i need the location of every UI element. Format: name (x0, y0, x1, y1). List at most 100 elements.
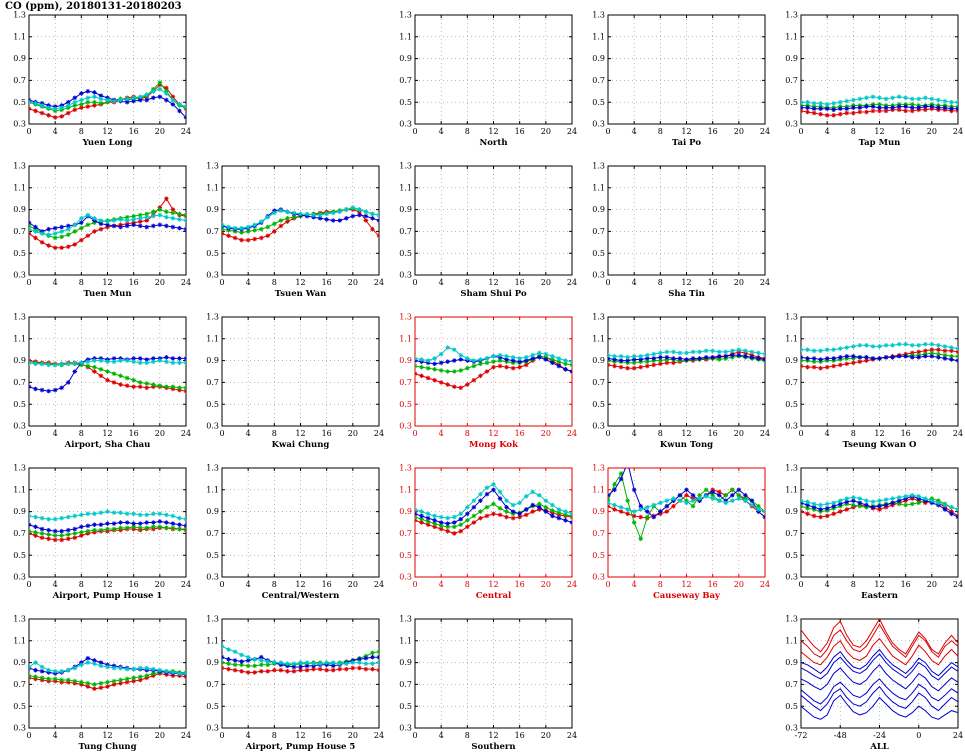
y-tick-label: 1.3 (206, 162, 219, 171)
subplot-sha-tin: 0.3 0.5 0.7 0.9 1.1 1.3 0 4 8 12 16 20 24 Sha Tin (579, 151, 772, 302)
x-tick-label: 8 (465, 731, 470, 740)
series-markers-blue-2 (415, 487, 572, 526)
y-tick-label: 0.7 (592, 529, 605, 538)
y-tick-label: 0.7 (592, 76, 605, 85)
series-markers-cyan-3 (801, 94, 958, 107)
y-tick-label: 0.3 (13, 573, 26, 582)
y-tick-label: 1.3 (399, 11, 412, 20)
y-tick-label: 0.3 (13, 422, 26, 431)
series-line-blue-5 (801, 685, 958, 712)
series-line-red-8 (801, 619, 958, 655)
y-tick-label: 0.7 (13, 680, 26, 689)
x-tick-label: 20 (155, 127, 165, 136)
chart-svg-southern: 0.3 0.5 0.7 0.9 1.1 1.3 0 4 8 12 16 20 24 Southern (399, 615, 577, 752)
series-markers-green-1 (608, 471, 765, 542)
x-tick-label: -72 (795, 731, 808, 740)
x-tick-label: 16 (708, 278, 718, 287)
x-tick-label: 12 (295, 731, 305, 740)
y-tick-label: 0.5 (399, 249, 412, 258)
x-tick-label: 16 (129, 731, 139, 740)
chart-svg-airport_pump_house_5: 0.3 0.5 0.7 0.9 1.1 1.3 0 4 8 12 16 20 24 Airport, Pu… (206, 615, 384, 752)
series-line-green-1 (29, 362, 186, 389)
y-tick-label: 0.3 (399, 724, 412, 733)
y-tick-label: 1.3 (785, 615, 798, 624)
x-tick-label: 12 (488, 731, 498, 740)
subplot-tseung-kwan-o: 0.3 0.5 0.7 0.9 1.1 1.3 0 4 8 12 16 20 24 Tseung Kwan… (772, 302, 965, 453)
x-tick-label: 8 (79, 278, 84, 287)
y-tick-label: 0.9 (592, 507, 605, 516)
y-tick-label: 0.3 (592, 422, 605, 431)
subplot-title: Tseung Kwan O (843, 440, 917, 450)
y-tick-label: 0.7 (785, 680, 798, 689)
y-tick-label: 0.5 (592, 249, 605, 258)
x-tick-label: 8 (851, 127, 856, 136)
subplot-airport-pump-house-5: 0.3 0.5 0.7 0.9 1.1 1.3 0 4 8 12 16 20 24 Airport, Pu… (193, 604, 386, 755)
subplot-kwai-chung: 0.3 0.5 0.7 0.9 1.1 1.3 0 4 8 12 16 20 24 Kwai Chung (193, 302, 386, 453)
x-tick-label: 12 (874, 580, 884, 589)
x-tick-label: 12 (681, 429, 691, 438)
x-tick-label: 4 (246, 580, 251, 589)
y-tick-label: 1.3 (13, 162, 26, 171)
x-tick-label: 16 (129, 278, 139, 287)
y-tick-label: 1.1 (13, 636, 26, 645)
y-tick-label: 0.5 (399, 98, 412, 107)
series-group (222, 643, 379, 675)
series-markers-cyan-3 (222, 643, 379, 666)
x-tick-label: 16 (515, 429, 525, 438)
chart-svg-yuen_long: 0.3 0.5 0.7 0.9 1.1 1.3 0 4 8 12 16 20 24 Yuen Long (13, 11, 191, 148)
y-tick-label: 1.3 (592, 313, 605, 322)
x-tick-label: 20 (541, 278, 551, 287)
y-tick-label: 1.1 (785, 334, 798, 343)
y-tick-label: 1.1 (785, 485, 798, 494)
x-tick-label: 8 (465, 278, 470, 287)
series-markers-cyan-3 (29, 358, 186, 368)
y-tick-label: 0.7 (13, 227, 26, 236)
x-tick-label: 4 (53, 731, 58, 740)
subplot-southern: 0.3 0.5 0.7 0.9 1.1 1.3 0 4 8 12 16 20 24 Southern (386, 604, 579, 755)
y-tick-label: 1.3 (399, 313, 412, 322)
y-tick-label: 0.9 (13, 54, 26, 63)
x-tick-label: 4 (825, 127, 830, 136)
x-tick-label: 16 (129, 429, 139, 438)
subplot-tap-mun: 0.3 0.5 0.7 0.9 1.1 1.3 0 4 8 12 16 20 24 Tap Mun (772, 0, 965, 151)
y-tick-label: 0.3 (13, 120, 26, 129)
x-tick-label: 12 (295, 429, 305, 438)
y-tick-label: 1.1 (13, 485, 26, 494)
gridlines (221, 467, 380, 578)
series-markers-cyan-3 (29, 660, 186, 676)
x-tick-label: 8 (851, 429, 856, 438)
subplot-title: Tuen Mun (83, 289, 131, 299)
y-tick-label: 0.5 (785, 98, 798, 107)
x-tick-label: 24 (374, 278, 384, 287)
x-tick-label: 24 (760, 127, 770, 136)
gridlines (607, 316, 766, 427)
series-group (801, 94, 958, 118)
subplot-tsuen-wan: 0.3 0.5 0.7 0.9 1.1 1.3 0 4 8 12 16 20 24 Tsuen Wan (193, 151, 386, 302)
x-tick-label: 12 (102, 127, 112, 136)
y-tick-label: 0.9 (399, 507, 412, 516)
x-tick-label: 16 (708, 127, 718, 136)
x-tick-label: 20 (348, 278, 358, 287)
y-tick-label: 1.3 (206, 615, 219, 624)
series-group (29, 196, 186, 251)
y-tick-label: 0.7 (399, 227, 412, 236)
gridlines (800, 316, 959, 427)
x-tick-label: 24 (567, 580, 577, 589)
y-tick-label: 1.3 (13, 11, 26, 20)
subplot-eastern: 0.3 0.5 0.7 0.9 1.1 1.3 0 4 8 12 16 20 24 Eastern (772, 453, 965, 604)
subplot-central: 0.3 0.5 0.7 0.9 1.1 1.3 0 4 8 12 16 20 24 Central (386, 453, 579, 604)
series-group (801, 492, 958, 520)
subplot-airport-pump-house-1: 0.3 0.5 0.7 0.9 1.1 1.3 0 4 8 12 16 20 24 Airport, Pu… (0, 453, 193, 604)
x-tick-label: -48 (834, 731, 847, 740)
chart-svg-tsuen_wan: 0.3 0.5 0.7 0.9 1.1 1.3 0 4 8 12 16 20 24 Tsuen Wan (206, 162, 384, 299)
tick-marks (28, 618, 187, 729)
x-tick-label: 4 (246, 731, 251, 740)
y-tick-label: 0.9 (206, 356, 219, 365)
y-tick-label: 0.7 (785, 529, 798, 538)
y-tick-label: 1.3 (13, 464, 26, 473)
x-tick-label: 24 (760, 429, 770, 438)
x-tick-label: 0 (219, 731, 224, 740)
x-tick-label: 12 (874, 429, 884, 438)
x-tick-label: 24 (953, 127, 963, 136)
series-markers-green-1 (29, 524, 186, 538)
